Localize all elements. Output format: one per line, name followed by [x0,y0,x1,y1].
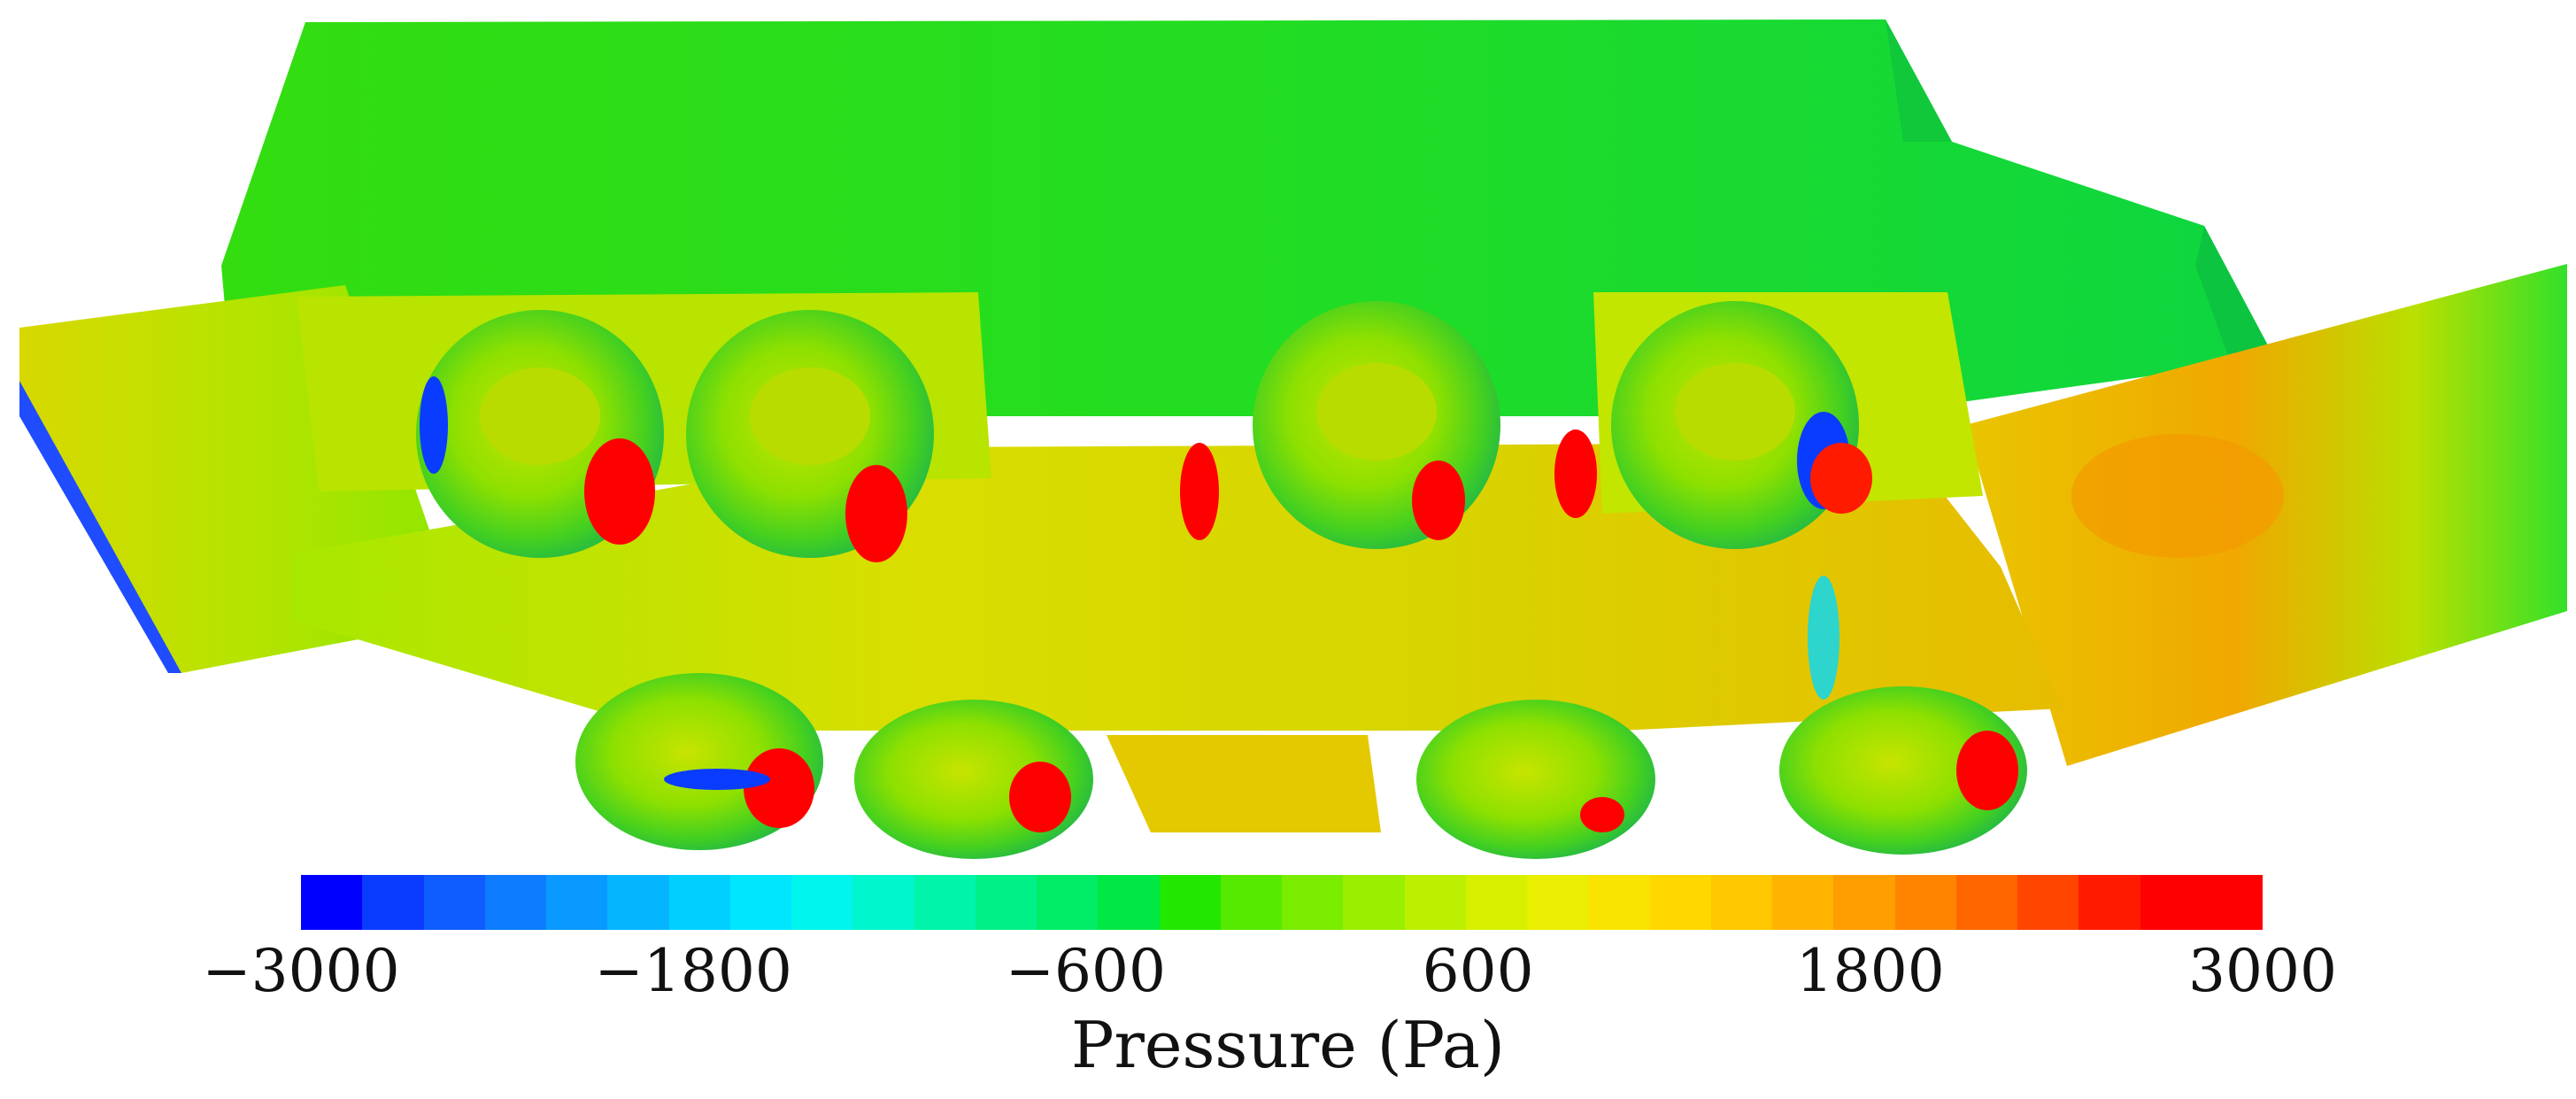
colorbar-swatch [423,875,485,930]
center-floor-block [1107,735,1381,832]
colorbar-swatch [362,875,424,930]
colorbar-swatch [2017,875,2079,930]
colorbar-swatch [668,875,730,930]
wheel-front-left-upper [416,310,664,558]
colorbar-swatch [1527,875,1589,930]
wheel-front-left-lower [575,673,823,850]
wheel-rear-left-lower [1416,700,1655,859]
colorbar-swatch [1955,875,2017,930]
colorbar-swatch [1772,875,1834,930]
colorbar-title: Pressure (Pa) [1071,1008,1505,1082]
colorbar-swatch [484,875,546,930]
colorbar-tick-label: 1800 [1795,937,1945,1005]
pressure-colorbar [301,875,2263,930]
colorbar-tick-label: 600 [1422,937,1534,1005]
colorbar-swatch [2079,875,2140,930]
wheel-rear-right-upper [1554,301,1872,549]
colorbar-swatch [729,875,791,930]
floor-hotspot [2071,434,2284,558]
colorbar-swatch [1710,875,1772,930]
floor-coldspot [1808,576,1839,700]
colorbar-swatch [2140,875,2202,930]
colorbar-swatch [1649,875,1711,930]
wheel-rear-right-lower [1779,686,2027,855]
colorbar-swatch [1282,875,1344,930]
wheel-rear-left-upper [1180,301,1500,549]
colorbar-swatch [1037,875,1099,930]
colorbar-swatch [2201,875,2263,930]
colorbar-swatch [914,875,976,930]
wheel-front-right-lower [854,700,1093,859]
colorbar-swatch [607,875,669,930]
colorbar-swatch [1894,875,1956,930]
colorbar-swatch [1404,875,1466,930]
colorbar-swatch [1833,875,1895,930]
pressure-contour-render [19,19,2567,859]
colorbar-swatch [1220,875,1282,930]
colorbar-swatch [852,875,914,930]
colorbar-swatch [1465,875,1527,930]
wheel-front-right-upper [686,310,934,562]
colorbar-tick-label: 3000 [2188,937,2337,1005]
colorbar-tick-label: −1800 [594,937,792,1005]
vehicle-body-rear-face [2195,226,2275,363]
colorbar-tick-label: −3000 [202,937,400,1005]
vehicle-body-rear-slope [1886,19,1952,142]
colorbar-swatch [975,875,1037,930]
colorbar-swatch [301,875,363,930]
colorbar-swatch [1159,875,1221,930]
left-plate-edge [19,381,181,673]
colorbar-swatch [546,875,608,930]
colorbar-tick-label: −600 [1005,937,1167,1005]
colorbar-swatch [1343,875,1405,930]
colorbar-swatch [791,875,853,930]
colorbar-swatch [1588,875,1650,930]
colorbar-swatch [1098,875,1160,930]
